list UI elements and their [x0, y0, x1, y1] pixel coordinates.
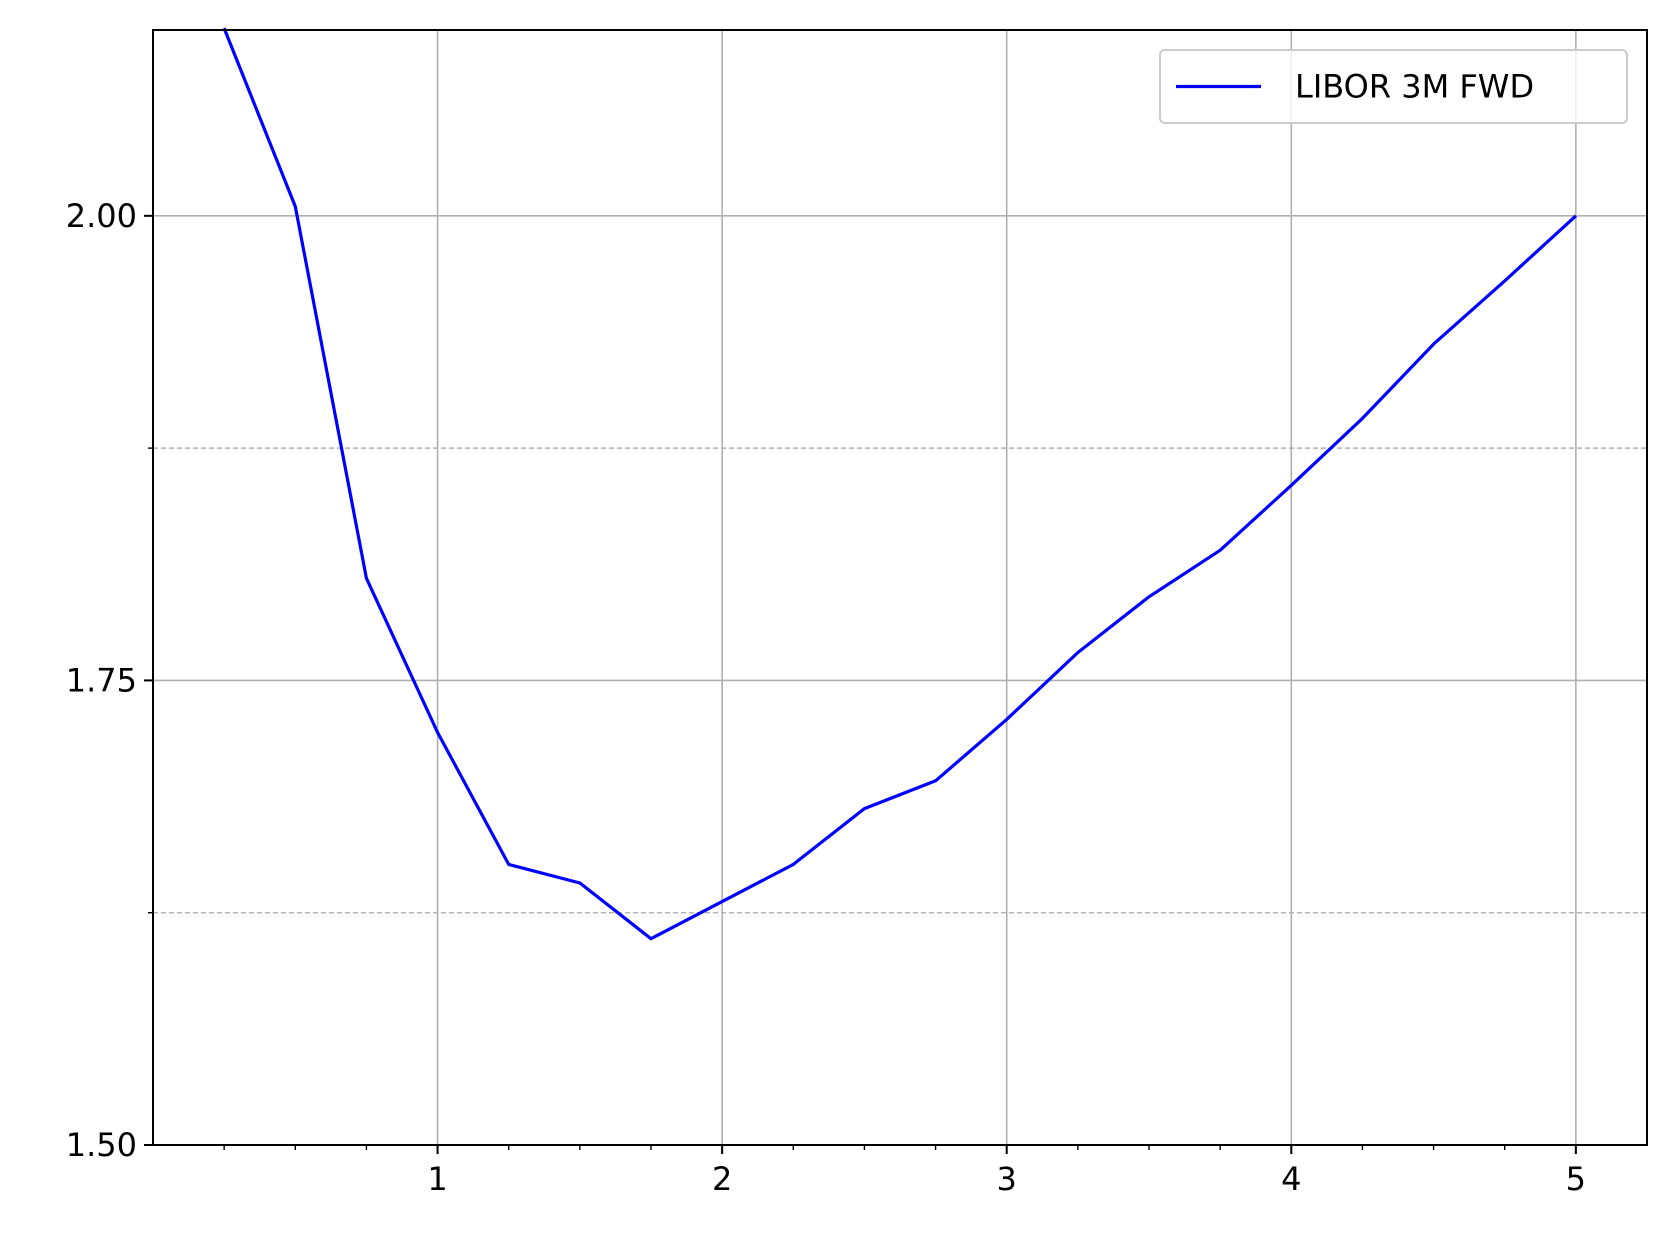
- x-tick-label-4: 4: [1281, 1160, 1301, 1198]
- y-tick-label-2: 1.75: [66, 661, 137, 699]
- tick-labels: 1 2 3 4 5 1.50 1.75 2.00: [66, 197, 1586, 1198]
- tick-marks: [144, 214, 1577, 1154]
- legend-box: [1159, 49, 1628, 124]
- y-tick-label-1: 1.50: [66, 1126, 137, 1164]
- legend-label-1: LIBOR 3M FWD: [1295, 68, 1534, 106]
- x-tick-label-3: 3: [997, 1160, 1017, 1198]
- x-tick-label-2: 2: [712, 1160, 732, 1198]
- axes-frame: [152, 29, 1648, 1146]
- legend: LIBOR 3M FWD: [1159, 49, 1628, 124]
- x-tick-label-5: 5: [1566, 1160, 1586, 1198]
- x-tick-label-1: 1: [427, 1160, 447, 1198]
- y-tick-label-3: 2.00: [66, 197, 137, 235]
- series-layer: [222, 27, 1577, 941]
- series-line-1: [222, 27, 1577, 941]
